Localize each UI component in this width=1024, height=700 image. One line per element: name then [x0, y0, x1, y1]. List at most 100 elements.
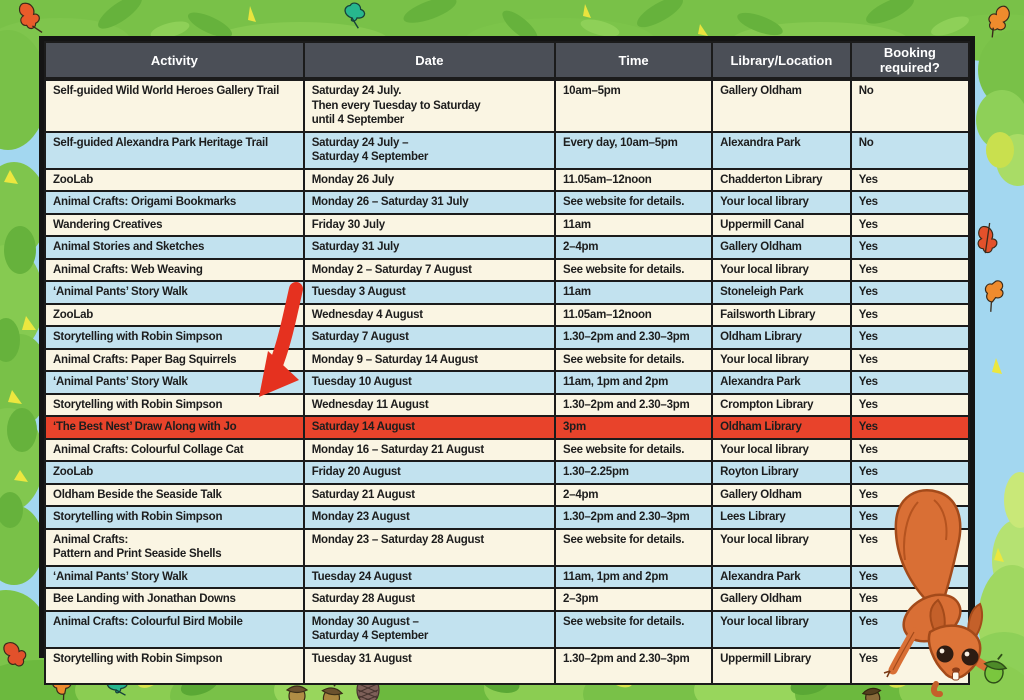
cell-time: 10am–5pm [554, 78, 714, 133]
cell-booking: Yes [849, 212, 971, 237]
cell-location: Oldham Library [711, 415, 852, 440]
column-header-location: Library/Location [711, 41, 852, 81]
oak-leaf-icon [18, 2, 43, 34]
cell-time: See website for details. [554, 257, 714, 282]
cell-booking: Yes [849, 347, 971, 372]
cell-date: Tuesday 24 August [302, 564, 557, 589]
cell-time: 3pm [554, 415, 714, 440]
table-row: Animal Stories and Sketches Saturday 31 … [44, 235, 971, 260]
cell-time: See website for details. [554, 437, 714, 462]
cell-activity: Animal Crafts: Web Weaving [44, 257, 305, 282]
orange-leaf-icon [984, 280, 1004, 312]
cell-time: 1.30–2pm and 2.30–3pm [554, 325, 714, 350]
cell-booking: Yes [849, 235, 971, 260]
acorn-icon [321, 681, 344, 700]
cell-booking: Yes [849, 587, 971, 612]
cell-date: Tuesday 3 August [302, 280, 557, 305]
cell-activity: ‘The Best Nest’ Draw Along with Jo [44, 415, 305, 440]
cell-activity: Animal Crafts: Origami Bookmarks [44, 190, 305, 215]
cell-activity: Storytelling with Robin Simpson [44, 392, 305, 417]
cell-date: Friday 20 August [302, 460, 557, 485]
table-row: Self-guided Alexandra Park Heritage Trai… [44, 130, 971, 170]
cell-booking: Yes [849, 257, 971, 282]
table-row: ‘Animal Pants’ Story Walk Tuesday 3 Augu… [44, 280, 971, 305]
cell-location: Lees Library [711, 505, 852, 530]
cell-booking: Yes [849, 167, 971, 192]
cell-activity: Bee Landing with Jonathan Downs [44, 587, 305, 612]
cell-booking: No [849, 130, 971, 170]
cell-time: See website for details. [554, 190, 714, 215]
cell-time: 11.05am–12noon [554, 167, 714, 192]
cell-date: Saturday 24 July – Saturday 4 September [302, 130, 557, 170]
cell-date: Monday 23 – Saturday 28 August [302, 527, 557, 567]
cell-location: Alexandra Park [711, 130, 852, 170]
cell-location: Alexandra Park [711, 564, 852, 589]
cell-location: Uppermill Library [711, 646, 852, 685]
table-row: Animal Crafts: Pattern and Print Seaside… [44, 527, 971, 567]
cell-location: Gallery Oldham [711, 482, 852, 507]
table-row: Oldham Beside the Seaside Talk Saturday … [44, 482, 971, 507]
cell-location: Gallery Oldham [711, 587, 852, 612]
table-row: ‘Animal Pants’ Story Walk Tuesday 24 Aug… [44, 564, 971, 589]
oak-leaf-icon [3, 642, 27, 667]
cell-date: Monday 30 August – Saturday 4 September [302, 609, 557, 649]
cell-date: Friday 30 July [302, 212, 557, 237]
cell-location: Your local library [711, 347, 852, 372]
events-schedule-table: Activity Date Time Library/Location Book… [39, 36, 975, 685]
table-row: Wandering Creatives Friday 30 July 11am … [44, 212, 971, 237]
cell-time: 11am, 1pm and 2pm [554, 564, 714, 589]
cell-location: Your local library [711, 190, 852, 215]
table-row: ZooLab Friday 20 August 1.30–2.25pm Royt… [44, 460, 971, 485]
cell-booking: Yes [849, 646, 971, 685]
table-row: Self-guided Wild World Heroes Gallery Tr… [44, 78, 971, 133]
cell-booking: Yes [849, 302, 971, 327]
cell-location: Your local library [711, 527, 852, 567]
column-header-activity: Activity [44, 41, 305, 81]
table-row: Storytelling with Robin Simpson Saturday… [44, 325, 971, 350]
table-row: Storytelling with Robin Simpson Tuesday … [44, 646, 971, 685]
table-row: Animal Crafts: Paper Bag Squirrels Monda… [44, 347, 971, 372]
table-row: Animal Crafts: Origami Bookmarks Monday … [44, 190, 971, 215]
column-header-booking: Booking required? [849, 41, 971, 81]
column-header-time: Time [554, 41, 714, 81]
cell-activity: Animal Crafts: Colourful Collage Cat [44, 437, 305, 462]
cell-location: Uppermill Canal [711, 212, 852, 237]
cell-location: Oldham Library [711, 325, 852, 350]
cell-booking: Yes [849, 527, 971, 567]
cell-activity: Storytelling with Robin Simpson [44, 325, 305, 350]
cell-booking: Yes [849, 280, 971, 305]
cell-date: Saturday 24 July. Then every Tuesday to … [302, 78, 557, 133]
cell-date: Wednesday 4 August [302, 302, 557, 327]
cell-date: Saturday 28 August [302, 587, 557, 612]
cell-activity: ZooLab [44, 302, 305, 327]
cell-date: Monday 16 – Saturday 21 August [302, 437, 557, 462]
left-border-foliage [0, 30, 50, 690]
cell-time: 2–3pm [554, 587, 714, 612]
cell-booking: Yes [849, 564, 971, 589]
cell-booking: Yes [849, 460, 971, 485]
cell-activity: ‘Animal Pants’ Story Walk [44, 564, 305, 589]
cell-booking: No [849, 78, 971, 133]
table-row: Animal Crafts: Colourful Bird Mobile Mon… [44, 609, 971, 649]
table-row: Bee Landing with Jonathan Downs Saturday… [44, 587, 971, 612]
cell-activity: Storytelling with Robin Simpson [44, 646, 305, 685]
table-header-row: Activity Date Time Library/Location Book… [44, 41, 971, 81]
table-row: Storytelling with Robin Simpson Wednesda… [44, 392, 971, 417]
cell-date: Saturday 7 August [302, 325, 557, 350]
column-header-date: Date [302, 41, 557, 81]
cell-location: Stoneleigh Park [711, 280, 852, 305]
cell-date: Tuesday 10 August [302, 370, 557, 395]
cell-location: Your local library [711, 257, 852, 282]
cell-location: Your local library [711, 609, 852, 649]
cell-time: 2–4pm [554, 235, 714, 260]
table-row: ZooLab Wednesday 4 August 11.05am–12noon… [44, 302, 971, 327]
cell-booking: Yes [849, 437, 971, 462]
cell-time: Every day, 10am–5pm [554, 130, 714, 170]
cell-booking: Yes [849, 482, 971, 507]
cell-time: 1.30–2pm and 2.30–3pm [554, 392, 714, 417]
table-row: ‘Animal Pants’ Story Walk Tuesday 10 Aug… [44, 370, 971, 395]
cell-booking: Yes [849, 190, 971, 215]
cell-activity: Oldham Beside the Seaside Talk [44, 482, 305, 507]
cell-time: 11am [554, 280, 714, 305]
cell-time: 2–4pm [554, 482, 714, 507]
